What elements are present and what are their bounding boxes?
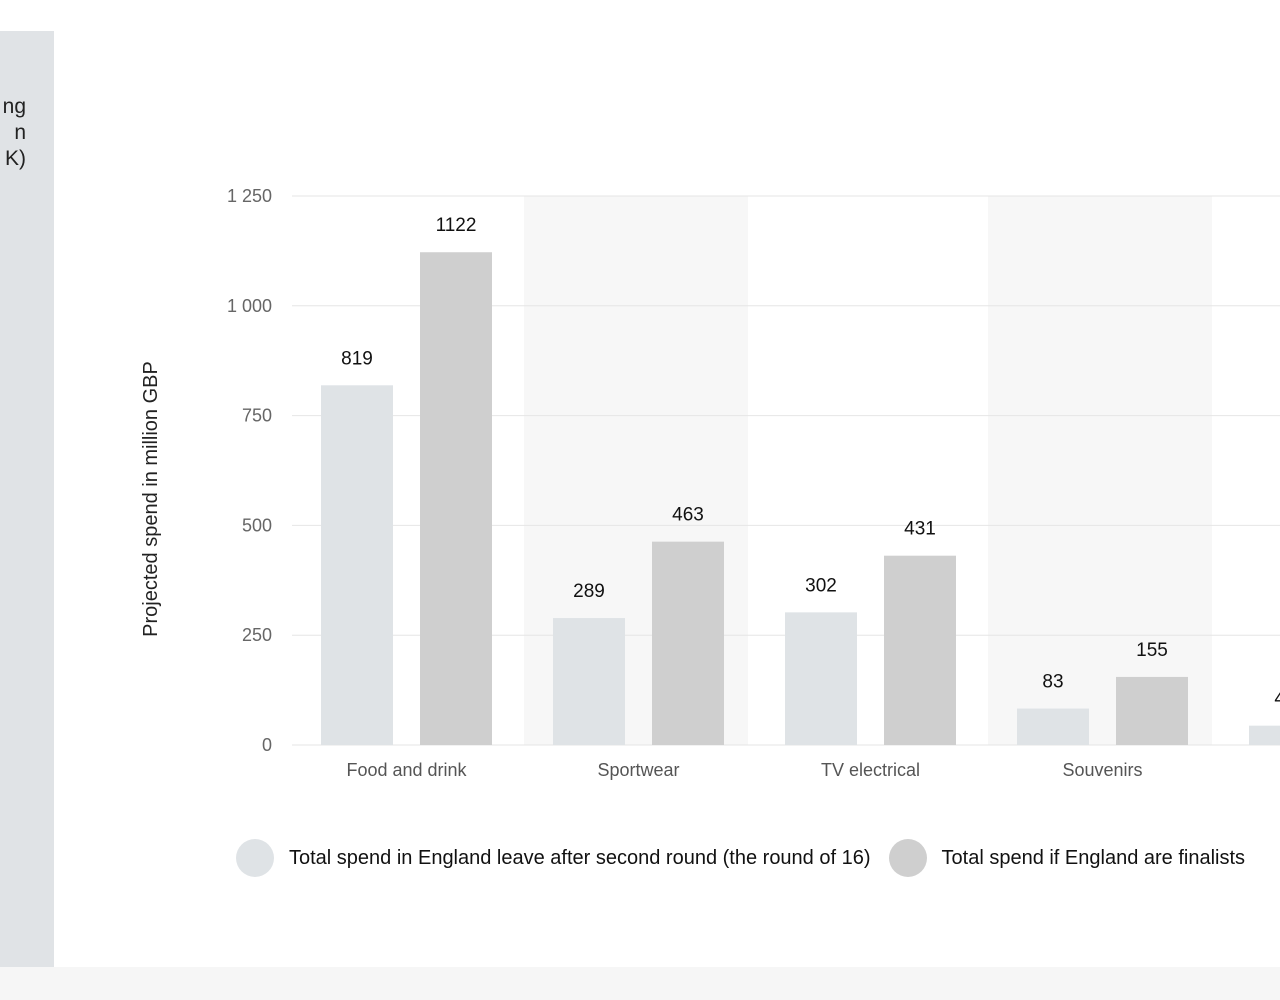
bar [884, 555, 956, 745]
y-tick-label: 500 [242, 515, 272, 535]
x-category-label: Food and drink [346, 760, 467, 780]
bar-value-label: 44 [1274, 689, 1280, 710]
x-category-label: TV electrical [821, 760, 920, 780]
side-panel-text-line: n [14, 121, 26, 144]
y-tick-label: 250 [242, 625, 272, 645]
x-category-label: Souvenirs [1062, 760, 1142, 780]
top-margin [0, 0, 1280, 31]
y-axis-title: Projected spend in million GBP [140, 361, 162, 637]
legend: Total spend in England leave after secon… [236, 836, 1263, 880]
bar [321, 385, 393, 745]
bar [652, 541, 724, 745]
x-category-label: Sportwear [597, 760, 679, 780]
category-band [988, 196, 1212, 745]
legend-item: Total spend if England are finalists [888, 839, 1246, 877]
bar [1116, 676, 1188, 745]
side-panel-text-line: K) [5, 147, 26, 170]
bar-value-label: 819 [341, 348, 373, 369]
legend-label: Total spend in England leave after secon… [289, 846, 871, 869]
legend-swatch [236, 839, 274, 877]
bar [1017, 708, 1089, 745]
legend-item: Total spend in England leave after secon… [236, 839, 871, 877]
bar [553, 618, 625, 745]
chart-card: 0 250 500 750 1 000 1 250 819 289 302 83 44 1122 463… [54, 31, 1280, 967]
bar-value-label: 463 [672, 505, 704, 526]
bar-chart: 0 250 500 750 1 000 1 250 819 289 302 83 44 1122 463… [140, 186, 1280, 780]
side-panel-text-line: ng [2, 95, 26, 118]
bar [420, 252, 492, 746]
bar-value-label: 431 [904, 519, 936, 540]
y-tick-label: 1 000 [227, 296, 272, 316]
bar-value-label: 1122 [436, 215, 477, 236]
bar-value-label: 83 [1042, 672, 1063, 693]
y-tick-label: 0 [262, 735, 272, 755]
bar-value-label: 302 [805, 575, 837, 596]
bottom-margin [0, 967, 1280, 1000]
bar [1249, 725, 1280, 745]
y-tick-label: 1 250 [227, 186, 272, 206]
y-tick-label: 750 [242, 406, 272, 426]
bar-value-label: 289 [573, 581, 605, 602]
bar [785, 612, 857, 745]
legend-swatch [888, 839, 927, 877]
legend-label: Total spend if England are finalists [941, 846, 1246, 869]
bar-value-label: 155 [1136, 640, 1168, 661]
side-panel: ng n K) [0, 31, 54, 967]
